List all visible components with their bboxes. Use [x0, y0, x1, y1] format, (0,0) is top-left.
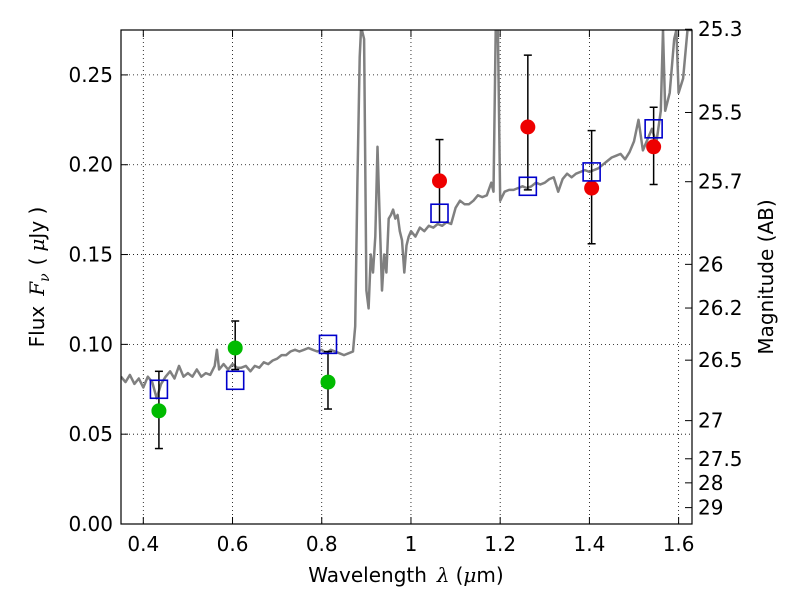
plot-frame [120, 29, 693, 525]
x-tick-label: 0.6 [217, 532, 249, 556]
x-tick-label: 1 [405, 532, 418, 556]
tick-layer: 0.4 0.6 0.8 1 1.2 1.4 1.6 0.00 0.05 0.10 0.15 0.20 0… [68, 17, 742, 556]
model-point [225, 370, 245, 391]
y2-tick-label: 29 [698, 496, 723, 520]
model-point [644, 119, 663, 139]
model-point [318, 334, 338, 355]
y-axis-label: FluxFν(μJy ) [25, 207, 53, 348]
model-point [582, 162, 601, 182]
observed-red-point [432, 173, 448, 189]
y2-tick-label: 27 [698, 409, 723, 433]
model-point [430, 203, 449, 224]
observed-red-point [646, 139, 662, 155]
y-tick-label: 0.15 [68, 243, 113, 267]
y2-tick-label: 26.5 [698, 348, 743, 372]
y2-tick-label: 27.5 [698, 447, 743, 471]
y2-axis-label: Magnitude (AB) [754, 199, 778, 354]
y2-tick-label: 26.2 [698, 296, 743, 320]
observed-red-point [520, 119, 536, 135]
y2-tick-label: 25.3 [698, 17, 743, 41]
y-tick-label: 0.05 [68, 422, 113, 446]
observed-green-point [151, 403, 167, 419]
x-tick-label: 1.6 [663, 532, 695, 556]
x-tick-label: 1.4 [573, 532, 605, 556]
data-layer [121, 30, 692, 450]
observed-green-point [227, 340, 243, 356]
y-tick-label: 0.20 [68, 153, 113, 177]
y2-tick-label: 25.7 [698, 170, 743, 194]
y-tick-label: 0.25 [68, 63, 113, 87]
y2-tick-label: 28 [698, 471, 723, 495]
y-tick-label: 0.00 [68, 512, 113, 536]
y-tick-label: 0.10 [68, 332, 113, 356]
x-tick-label: 0.8 [306, 532, 338, 556]
observed-red-point [584, 180, 600, 196]
x-axis-label: Wavelength λ (μm) [308, 563, 503, 587]
x-tick-label: 1.2 [484, 532, 516, 556]
y2-tick-label: 26 [698, 252, 723, 276]
model-point [518, 176, 538, 197]
y2-tick-label: 25.5 [698, 100, 743, 124]
observed-green-point [320, 374, 336, 390]
model-point [149, 379, 169, 400]
x-tick-label: 0.4 [127, 532, 159, 556]
